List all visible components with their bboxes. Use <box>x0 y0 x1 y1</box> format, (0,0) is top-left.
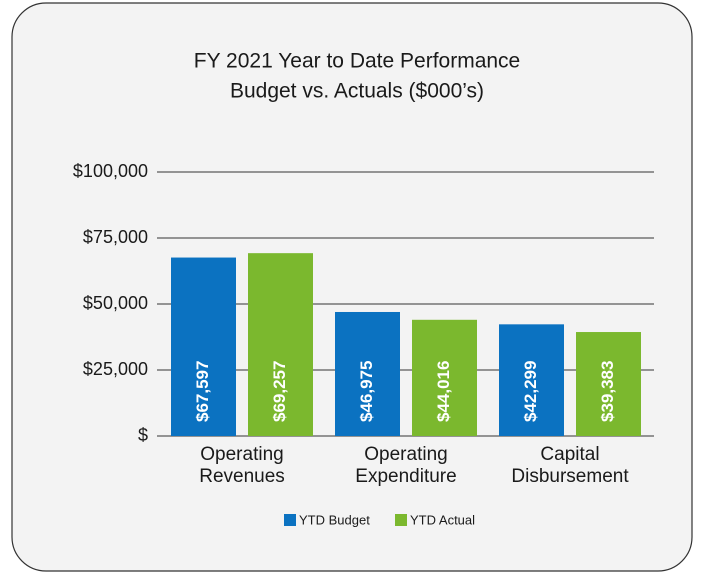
x-tick-label: Operating Expenditure <box>355 444 457 487</box>
y-tick-label: $75,000 <box>83 227 148 247</box>
value-label: $67,597 <box>193 361 212 422</box>
bar <box>335 311 400 436</box>
value-label: $44,016 <box>434 361 453 422</box>
chart-title: FY 2021 Year to Date Performance <box>194 50 520 73</box>
legend-label: YTD Actual <box>410 512 475 527</box>
legend-swatch <box>395 514 407 526</box>
value-label: $39,383 <box>598 361 617 422</box>
legend-label: YTD Budget <box>299 512 370 527</box>
bar <box>499 324 564 436</box>
value-label: $69,257 <box>270 361 289 422</box>
value-label: $42,299 <box>521 361 540 422</box>
bar <box>412 319 477 436</box>
bar <box>576 332 641 436</box>
bar <box>171 257 236 436</box>
value-label: $46,975 <box>357 361 376 422</box>
x-tick-label: Capital Disbursement <box>511 444 629 487</box>
y-tick-label: $25,000 <box>83 359 148 379</box>
x-tick-label: Operating Revenues <box>199 444 285 487</box>
y-tick-label: $100,000 <box>73 161 148 181</box>
legend-swatch <box>284 514 296 526</box>
y-tick-label: $ <box>138 425 148 445</box>
chart-subtitle: Budget vs. Actuals ($000’s) <box>230 80 484 103</box>
y-tick-label: $50,000 <box>83 293 148 313</box>
bar <box>248 253 313 436</box>
